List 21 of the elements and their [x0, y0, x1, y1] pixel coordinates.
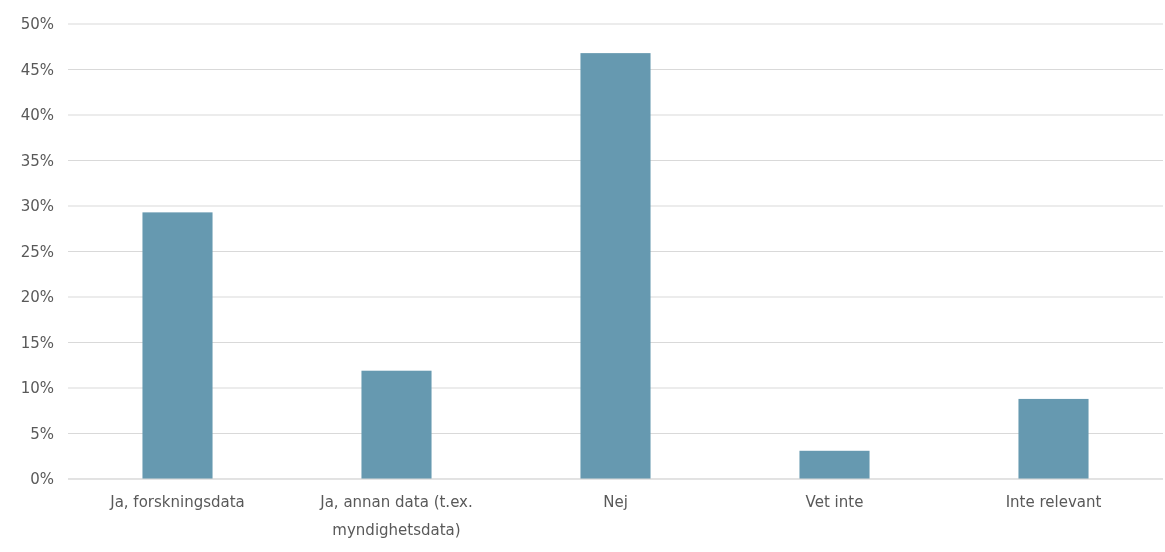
y-tick-label: 5% [30, 424, 54, 443]
x-tick-label: Ja, forskningsdata [109, 493, 245, 511]
y-tick-label: 45% [20, 60, 54, 79]
y-tick-label: 50% [20, 15, 54, 34]
y-tick-label: 30% [20, 197, 54, 216]
y-tick-label: 0% [30, 470, 54, 489]
y-tick-label: 40% [20, 106, 54, 125]
y-tick-label: 25% [20, 242, 54, 261]
bar [1018, 398, 1089, 479]
bar [799, 450, 870, 479]
x-tick-label: Nej [603, 493, 628, 511]
bar [361, 370, 432, 479]
x-tick-label: Inte relevant [1005, 493, 1102, 511]
x-tick-label: Ja, annan data (t.ex. myndighetsdata) [319, 493, 473, 539]
bar [580, 53, 651, 479]
bar [142, 212, 213, 479]
y-tick-label: 10% [20, 379, 54, 398]
y-tick-label: 15% [20, 333, 54, 352]
y-tick-label: 35% [20, 151, 54, 170]
x-tick-label: Vet inte [805, 493, 864, 511]
y-tick-label: 20% [20, 288, 54, 307]
